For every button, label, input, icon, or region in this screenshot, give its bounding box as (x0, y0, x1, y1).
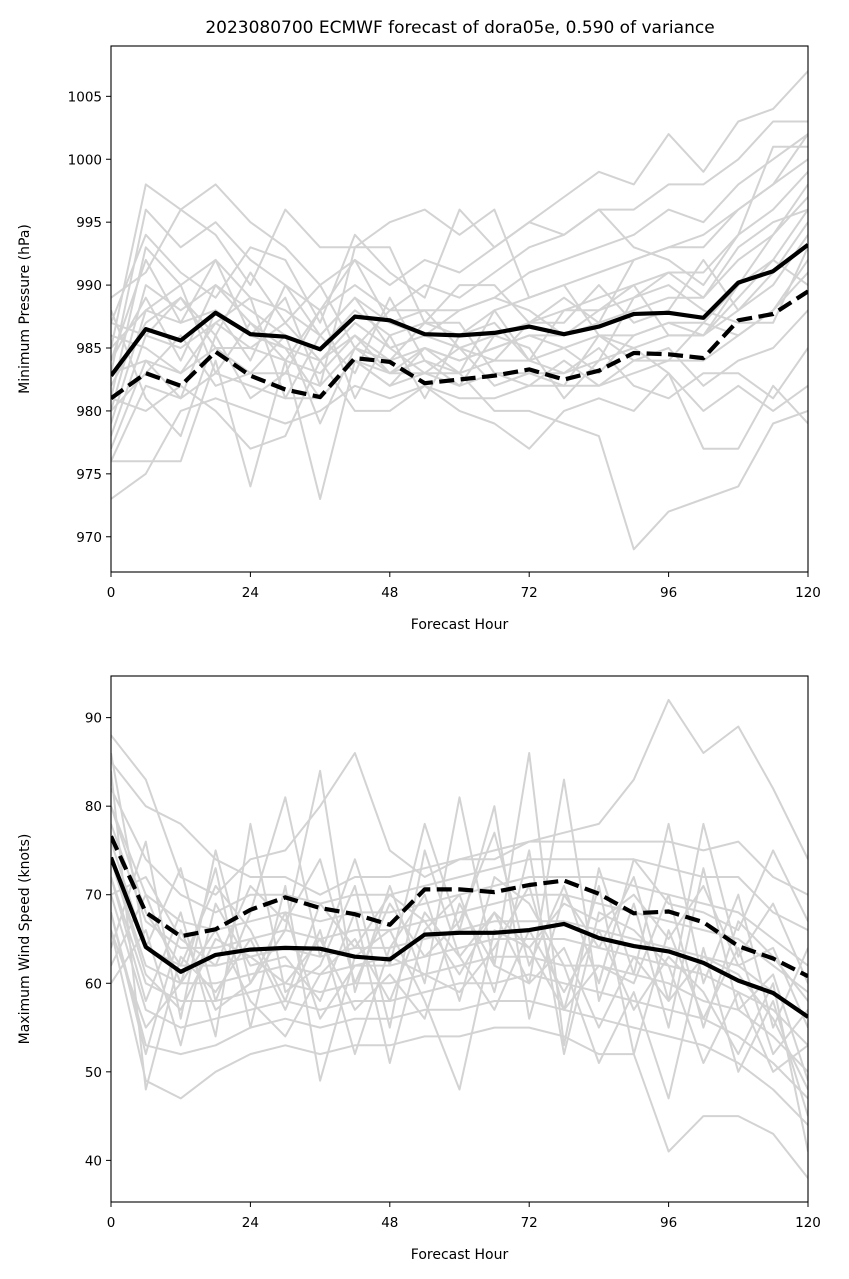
pressure-x-tick-label: 72 (521, 585, 538, 601)
wind-x-tick-label: 24 (242, 1215, 259, 1231)
wind-ensemble-member-line (111, 831, 808, 985)
pressure-ensemble-member-line (111, 271, 808, 387)
wind-solid-mean-line (111, 856, 808, 1019)
wind-ensemble-member-line (111, 929, 808, 1179)
pressure-y-tick-label: 970 (76, 530, 102, 546)
wind-x-axis-label: Forecast Hour (411, 1247, 509, 1263)
wind-ensemble-member-line (111, 761, 808, 896)
pressure-ensemble-member-line (111, 208, 808, 450)
pressure-ensemble-member-line (111, 208, 808, 400)
pressure-ensemble-member-line (111, 120, 808, 374)
wind-panel: 0 24 48 72 96 120 40 50 60 70 80 90 Forecast Hour Max… (17, 675, 821, 1263)
wind-x-tick-label: 72 (521, 1215, 538, 1231)
wind-plot-area (111, 698, 808, 1179)
wind-y-tick-label: 60 (85, 976, 102, 992)
figure-title: 2023080700 ECMWF forecast of dora05e, 0.… (205, 18, 714, 38)
pressure-y-axis-label: Minimum Pressure (hPa) (17, 224, 33, 394)
wind-ensemble-member-line (111, 859, 808, 1090)
pressure-x-tick-label: 24 (242, 585, 259, 601)
pressure-x-tick-label: 48 (381, 585, 398, 601)
pressure-y-tick-label: 1000 (68, 152, 102, 168)
pressure-y-tick-label: 995 (76, 215, 102, 231)
wind-x-tick-label: 120 (795, 1215, 821, 1231)
wind-y-axis-label: Maximum Wind Speed (knots) (17, 834, 33, 1045)
pressure-x-tick-label: 96 (660, 585, 677, 601)
wind-ensemble-member-line (111, 884, 808, 1056)
wind-ensemble-member-line (111, 894, 808, 1100)
pressure-solid-mean-line (111, 243, 808, 377)
pressure-ensemble-member-line (111, 70, 808, 349)
pressure-panel: 0 24 48 72 96 120 970 975 980 985 990 995 1000 1005 Fo… (17, 45, 821, 633)
wind-x-tick-label: 0 (107, 1215, 116, 1231)
wind-y-tick-label: 80 (85, 799, 102, 815)
wind-ensemble-member-line (111, 752, 808, 1047)
pressure-y-tick-label: 975 (76, 467, 102, 483)
wind-y-tick-label: 90 (85, 711, 102, 727)
pressure-ensemble-member-line (111, 258, 808, 400)
pressure-y-tick-label: 990 (76, 278, 102, 294)
wind-x-tick-label: 48 (381, 1215, 398, 1231)
pressure-y-tick-label: 980 (76, 404, 102, 420)
wind-ensemble-member-line (111, 788, 808, 931)
wind-dashed-mean-line (111, 835, 808, 979)
pressure-y-tick-label: 1005 (68, 89, 102, 105)
wind-x-tick-label: 96 (660, 1215, 677, 1231)
wind-y-tick-label: 70 (85, 888, 102, 904)
wind-y-tick-label: 50 (85, 1065, 102, 1081)
pressure-dashed-mean-line (111, 289, 808, 401)
wind-y-tick-label: 40 (85, 1153, 102, 1169)
wind-axes-frame (110, 675, 809, 1203)
pressure-x-tick-label: 120 (795, 585, 821, 601)
pressure-ensemble-member-line (111, 309, 808, 425)
pressure-y-tick-label: 985 (76, 341, 102, 357)
pressure-ensemble-member-line (111, 359, 808, 450)
pressure-plot-area (111, 70, 808, 551)
pressure-x-tick-label: 0 (107, 585, 116, 601)
pressure-ensemble-member-line (111, 133, 808, 387)
wind-ensemble-member-line (111, 770, 808, 1117)
wind-ensemble-member-line (111, 805, 808, 1029)
wind-ensemble-member-line (111, 912, 808, 1126)
pressure-x-axis-label: Forecast Hour (411, 617, 509, 633)
pressure-axes-frame (110, 45, 809, 573)
